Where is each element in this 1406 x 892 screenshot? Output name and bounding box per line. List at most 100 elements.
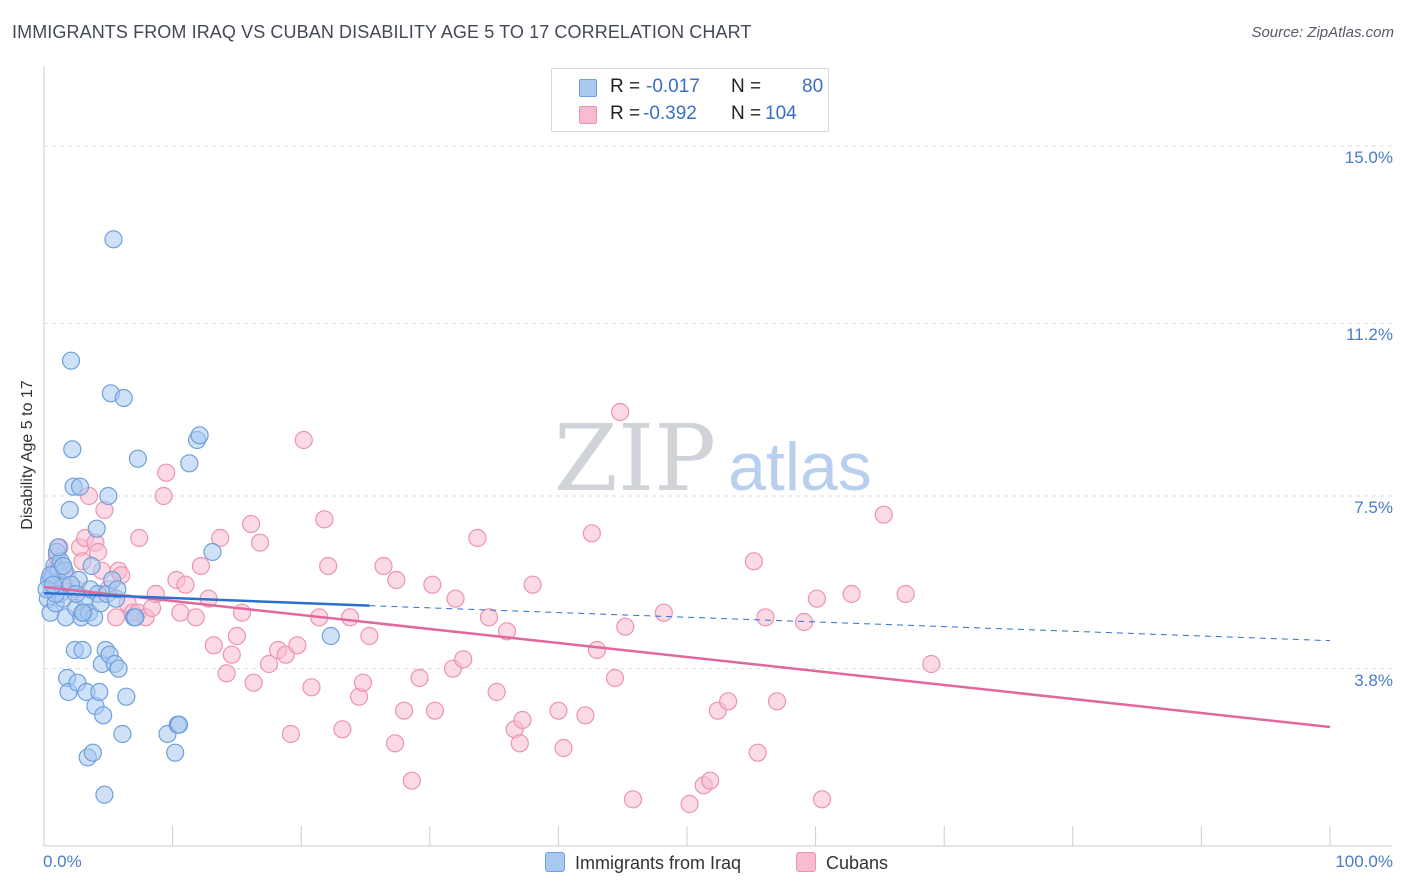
cubans-point-66 [425,701,445,720]
cubans-point-103 [922,654,941,674]
cubans-point-23 [130,528,149,548]
stats-box: R = -0.017 N = 80 R = -0.392 N = 104 [551,68,829,132]
cubans-point-98 [807,589,826,608]
cubans-point-27 [157,463,176,482]
cubans-points [42,402,941,814]
iraq-point-56 [113,724,132,744]
iraq-point-60 [126,608,145,627]
source-label: Source: ZipAtlas.com [1251,24,1394,41]
cubans-point-55 [340,608,360,627]
cubans-point-99 [812,790,832,809]
cubans-point-87 [654,603,673,622]
cubans-point-71 [479,608,499,627]
cubans-point-54 [333,720,352,739]
cubans-point-28 [154,486,173,506]
cubans-point-60 [385,734,405,753]
cubans-n-value: 104 [765,103,797,124]
grid-lines [44,145,1392,670]
iraq-point-18 [61,351,81,370]
y-tick-label-3: 15.0% [1344,148,1393,167]
iraq-r-value: -0.017 [646,76,700,97]
cubans-point-31 [176,575,195,594]
cubans-point-39 [227,626,246,646]
iraq-point-40 [90,682,109,702]
iraq-point-38 [87,519,106,538]
legend-item-cubans[interactable]: Cubans [796,852,888,874]
legend-iraq-label: Immigrants from Iraq [575,853,742,873]
watermark-zip: ZIP [554,405,716,512]
watermark-atlas: atlas [728,429,872,505]
cubans-point-69 [454,650,473,669]
cubans-point-41 [241,514,261,534]
cubans-point-102 [896,584,915,604]
cubans-point-64 [410,668,429,688]
cubans-point-58 [360,626,379,646]
cubans-point-62 [394,701,414,720]
cubans-point-35 [204,636,223,655]
iraq-point-51 [104,230,123,249]
iraq-point-55 [109,659,128,678]
stats-r-label: R = [610,76,641,97]
cubans-point-36 [211,528,230,548]
x-tick-min: 0.0% [43,852,82,871]
cubans-point-93 [744,552,763,571]
stats-r-label: R = [610,103,641,124]
cubans-point-70 [468,528,487,548]
iraq-point-65 [169,715,189,734]
iraq-n-value: 80 [802,76,824,97]
cubans-trend-line [43,585,1331,729]
cubans-point-75 [510,734,529,753]
cubans-point-90 [701,771,720,790]
iraq-point-74 [54,556,73,576]
stats-n-label: N = [731,76,762,97]
watermark: ZIP atlas [554,405,872,512]
iraq-point-47 [99,486,118,506]
iraq-point-66 [180,454,199,473]
cubans-point-30 [171,603,190,622]
iraq-point-34 [82,556,101,576]
iraq-point-27 [73,640,92,660]
chart-title: IMMIGRANTS FROM IRAQ VS CUBAN DISABILITY… [12,22,752,42]
iraq-point-58 [117,687,136,706]
cubans-point-44 [259,654,279,674]
cubans-point-72 [487,682,506,702]
iraq-trend-line [43,591,370,607]
cubans-r-value: -0.392 [643,103,697,124]
cubans-point-49 [294,430,313,450]
legend-item-iraq[interactable]: Immigrants from Iraq [545,852,741,874]
cubans-point-76 [513,710,532,730]
iraq-point-57 [114,388,133,408]
iraq-point-19 [63,440,82,459]
cubans-point-57 [353,673,373,692]
cubans-point-92 [719,692,738,711]
stats-row-cubans: R = -0.392 N = 104 [552,101,828,129]
iraq-point-43 [94,706,113,725]
axes [43,66,1392,847]
iraq-swatch [579,79,597,97]
cubans-point-61 [387,570,406,590]
iraq-point-61 [128,449,147,468]
stats-row-iraq: R = -0.017 N = 80 [552,74,828,102]
cubans-point-42 [244,673,263,692]
iraq-point-70 [321,626,340,646]
cubans-point-85 [616,617,635,636]
legend-iraq-swatch [545,852,565,872]
iraq-point-79 [43,575,63,594]
iraq-point-77 [73,603,92,622]
iraq-point-44 [95,785,114,804]
cubans-point-101 [874,505,893,524]
iraq-point-35 [83,743,102,762]
x-tick-max: 100.0% [1335,852,1393,871]
y-tick-label-0: 3.8% [1354,670,1393,690]
legend-cubans-swatch [796,852,816,872]
cubans-point-100 [842,584,861,604]
cubans-point-65 [423,575,442,594]
cubans-point-78 [549,701,568,720]
cubans-point-38 [222,645,241,664]
cubans-point-37 [217,664,236,683]
iraq-points [37,230,340,804]
cubans-point-63 [402,771,421,790]
iraq-point-68 [190,426,209,445]
cubans-point-43 [250,533,270,552]
